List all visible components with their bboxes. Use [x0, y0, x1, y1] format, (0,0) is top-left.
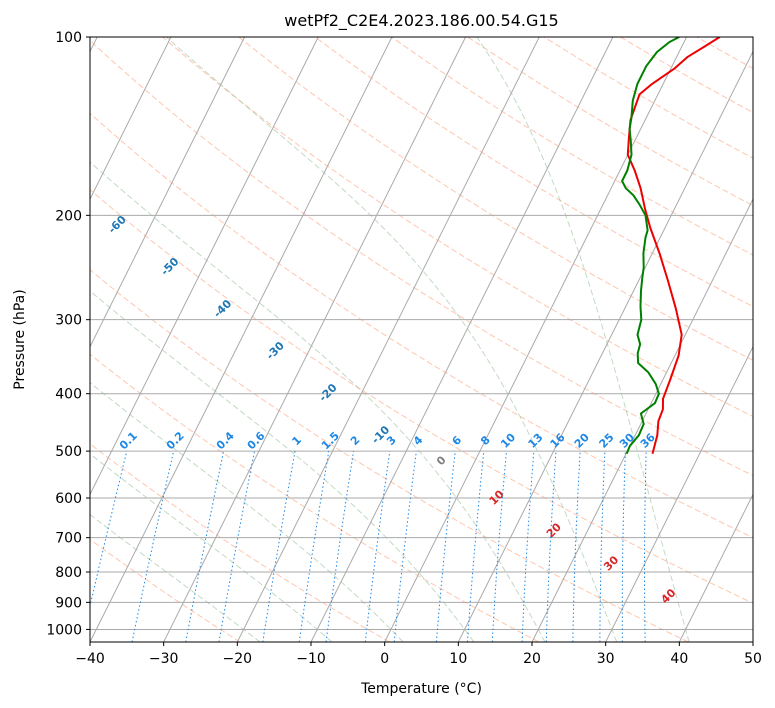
x-tick-label: −40 — [75, 651, 105, 667]
mixing-ratio-line — [298, 451, 330, 642]
mixing-ratio-line — [364, 451, 391, 642]
mixing-ratio-line — [131, 450, 175, 642]
isotherm-line — [163, 37, 467, 642]
moist-adiabat-line — [166, 37, 618, 642]
y-tick-label: 300 — [55, 313, 82, 329]
y-tick-label: 700 — [55, 531, 82, 547]
x-tick-label: 0 — [380, 651, 389, 667]
x-tick-label: −30 — [149, 651, 179, 667]
x-axis-label: Temperature (°C) — [360, 681, 482, 697]
mixing-ratio-line — [435, 451, 456, 642]
profile-lines — [621, 37, 721, 455]
axis-ticks: −40 −30 −20 −10 0 10 20 30 40 50 100 200 300 400 500 60… — [46, 30, 762, 667]
x-tick-label: −10 — [296, 651, 326, 667]
y-tick-label: 1000 — [46, 622, 82, 638]
isotherm-line — [90, 37, 172, 201]
dry-adiabat-line — [90, 269, 689, 642]
chart-title: wetPf2_C2E4.2023.186.00.54.G15 — [284, 11, 558, 31]
plot-background — [90, 37, 753, 642]
isotherm-line — [457, 50, 753, 642]
dry-adiabat-line — [90, 538, 241, 642]
plot-frame — [89, 36, 754, 643]
x-tick-label: 30 — [597, 651, 615, 667]
y-tick-label: 900 — [55, 595, 82, 611]
mixing-ratio-line — [467, 451, 485, 642]
isotherm-line — [310, 37, 614, 642]
mixing-ratio-line — [393, 451, 417, 642]
y-tick-label: 400 — [55, 387, 82, 403]
isotherm-line — [90, 37, 319, 496]
y-tick-label: 500 — [55, 444, 82, 460]
x-tick-label: 10 — [449, 651, 467, 667]
isotherm-line — [90, 37, 246, 348]
y-tick-label: 200 — [55, 208, 82, 224]
moist-adiabat-line — [90, 382, 404, 642]
dewpoint-profile-line — [621, 37, 680, 455]
dry-adiabat-line — [90, 112, 753, 539]
y-axis-label: Pressure (hPa) — [12, 289, 28, 389]
mixing-ratio-line — [325, 451, 355, 642]
isotherm-line — [531, 198, 753, 642]
x-tick-label: −20 — [223, 651, 253, 667]
y-tick-label: 100 — [55, 30, 82, 46]
x-tick-label: 20 — [523, 651, 541, 667]
isotherm-line — [384, 37, 688, 642]
isotherm-line — [236, 37, 540, 642]
moist-adiabat-line — [90, 290, 475, 642]
x-tick-label: 40 — [670, 651, 688, 667]
y-tick-label: 600 — [55, 491, 82, 507]
isotherm-line — [90, 37, 393, 642]
background-lines — [90, 37, 753, 642]
isotherm-line — [605, 345, 753, 642]
moist-adiabat-line — [90, 161, 546, 642]
isotherm-line — [678, 493, 753, 642]
temperature-profile-line — [626, 37, 721, 454]
moist-adiabat-line — [476, 37, 690, 642]
moist-adiabat-line — [90, 453, 333, 642]
dry-adiabat-line — [90, 443, 390, 642]
y-tick-label: 800 — [55, 565, 82, 581]
dry-adiabat-line — [90, 188, 753, 604]
x-tick-label: 50 — [744, 651, 762, 667]
mixing-ratio-line — [90, 450, 128, 609]
dry-adiabat-line — [90, 353, 540, 642]
